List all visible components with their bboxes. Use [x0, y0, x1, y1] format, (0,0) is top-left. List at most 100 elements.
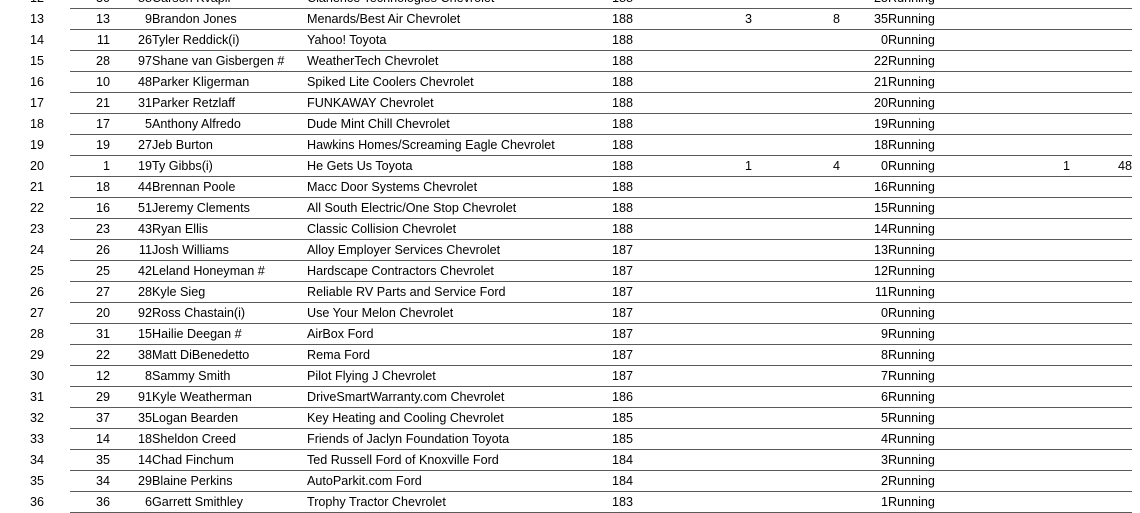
stage-1-points — [994, 428, 1070, 450]
table-row[interactable]: 25 25 42 Leland Honeyman # Hardscape Contrac… — [0, 260, 1140, 282]
table-row[interactable]: 21 18 44 Brennan Poole Macc Door Systems Che… — [0, 176, 1140, 198]
row-gutter — [44, 492, 70, 513]
led-most-laps — [752, 323, 840, 345]
stage-2-points — [1070, 29, 1132, 51]
driver-name: Josh Williams — [152, 239, 307, 261]
car-number: 27 — [110, 134, 152, 156]
table-row[interactable]: 16 10 48 Parker Kligerman Spiked Lite Cooler… — [0, 71, 1140, 93]
led-most-laps — [752, 407, 840, 429]
row-tail — [1132, 429, 1140, 450]
table-row[interactable]: 33 14 18 Sheldon Creed Friends of Jaclyn Fou… — [0, 428, 1140, 450]
led-most-laps — [752, 491, 840, 513]
table-row[interactable]: 12 3088Carson KvapilClarience Technologie… — [0, 0, 1140, 9]
points: 22 — [840, 50, 888, 72]
start-position: 28 — [70, 50, 110, 72]
car-status: Running — [888, 134, 994, 156]
table-row[interactable]: 20 1 19 Ty Gibbs(i) He Gets Us Toyota 188 1 4 0 R… — [0, 155, 1140, 177]
points: 0 — [840, 29, 888, 51]
table-row[interactable]: 23 23 43 Ryan Ellis Classic Collision Chevro… — [0, 218, 1140, 240]
stage-2-points: 48 — [1070, 155, 1132, 177]
table-row[interactable]: 18 17 5 Anthony Alfredo Dude Mint Chill Chev… — [0, 113, 1140, 135]
points: 9 — [840, 323, 888, 345]
table-row[interactable]: 26 27 28 Kyle Sieg Reliable RV Parts and Ser… — [0, 281, 1140, 303]
start-position: 1 — [70, 155, 110, 177]
stage-2-points — [1070, 491, 1132, 513]
driver-name: Chad Finchum — [152, 449, 307, 471]
table-row[interactable]: 30 12 8 Sammy Smith Pilot Flying J Chevrolet… — [0, 365, 1140, 387]
car-number: 43 — [110, 218, 152, 240]
team-sponsor: Menards/Best Air Chevrolet — [307, 8, 612, 30]
points: 21 — [840, 71, 888, 93]
laps-led — [662, 197, 752, 219]
table-row[interactable]: 28 31 15 Hailie Deegan # AirBox Ford 187 9 Runn… — [0, 323, 1140, 345]
car-number: 35 — [110, 407, 152, 429]
row-gutter — [44, 471, 70, 492]
car-number: 97 — [110, 50, 152, 72]
stage-1-points — [994, 260, 1070, 282]
row-gutter — [44, 240, 70, 261]
table-row[interactable]: 24 26 11 Josh Williams Alloy Employer Servic… — [0, 239, 1140, 261]
team-sponsor: Trophy Tractor Chevrolet — [307, 491, 612, 513]
table-row[interactable]: 22 16 51 Jeremy Clements All South Electric/… — [0, 197, 1140, 219]
start-position: 19 — [70, 134, 110, 156]
led-most-laps — [752, 29, 840, 51]
points: 18 — [840, 134, 888, 156]
table-row[interactable]: 17 21 31 Parker Retzlaff FUNKAWAY Chevrolet 1… — [0, 92, 1140, 114]
stage-2-points — [1070, 92, 1132, 114]
finish-position: 19 — [29, 138, 44, 152]
driver-name: Leland Honeyman # — [152, 260, 307, 282]
stage-1-points — [994, 281, 1070, 303]
table-row[interactable]: 35 34 29 Blaine Perkins AutoParkit.com Ford 1… — [0, 470, 1140, 492]
row-tail — [1132, 198, 1140, 219]
table-row[interactable]: 29 22 38 Matt DiBenedetto Rema Ford 187 8 Runni… — [0, 344, 1140, 366]
row-gutter — [44, 135, 70, 156]
table-row[interactable]: 36 36 6 Garrett Smithley Trophy Tractor Chev… — [0, 491, 1140, 513]
laps-led: 3 — [662, 8, 752, 30]
points: 25 — [840, 0, 888, 9]
led-most-laps — [752, 281, 840, 303]
finish-position: 33 — [29, 432, 44, 446]
team-sponsor: DriveSmartWarranty.com Chevrolet — [307, 386, 612, 408]
row-gutter — [44, 9, 70, 30]
laps-completed: 188 — [612, 29, 662, 51]
row-tail — [1132, 345, 1140, 366]
laps-completed: 185 — [612, 428, 662, 450]
row-tail — [1132, 9, 1140, 30]
finish-position: 16 — [29, 75, 44, 89]
points: 19 — [840, 113, 888, 135]
finish-position: 21 — [29, 180, 44, 194]
finish-position: 14 — [29, 33, 44, 47]
laps-completed: 187 — [612, 239, 662, 261]
car-number: 14 — [110, 449, 152, 471]
team-sponsor: WeatherTech Chevrolet — [307, 50, 612, 72]
row-gutter — [44, 345, 70, 366]
finish-position: 15 — [29, 54, 44, 68]
driver-name: Ty Gibbs(i) — [152, 155, 307, 177]
row-tail — [1132, 240, 1140, 261]
table-row[interactable]: 19 19 27 Jeb Burton Hawkins Homes/Screaming … — [0, 134, 1140, 156]
finish-position: 29 — [29, 348, 44, 362]
start-position: 36 — [70, 491, 110, 513]
stage-1-points — [994, 113, 1070, 135]
finish-position: 30 — [29, 369, 44, 383]
car-status: Running — [888, 344, 994, 366]
start-position: 16 — [70, 197, 110, 219]
table-row[interactable]: 31 29 91 Kyle Weatherman DriveSmartWarranty.… — [0, 386, 1140, 408]
laps-led: 1 — [662, 155, 752, 177]
team-sponsor: AutoParkit.com Ford — [307, 470, 612, 492]
team-sponsor: Hardscape Contractors Chevrolet — [307, 260, 612, 282]
row-gutter — [44, 72, 70, 93]
led-most-laps — [752, 197, 840, 219]
table-row[interactable]: 34 35 14 Chad Finchum Ted Russell Ford of Kn… — [0, 449, 1140, 471]
row-gutter — [44, 429, 70, 450]
driver-name: Hailie Deegan # — [152, 323, 307, 345]
car-status: Running — [888, 302, 994, 324]
table-row[interactable]: 15 28 97 Shane van Gisbergen # WeatherTech C… — [0, 50, 1140, 72]
laps-completed: 188 — [612, 71, 662, 93]
table-row[interactable]: 27 20 92 Ross Chastain(i) Use Your Melon Che… — [0, 302, 1140, 324]
table-row[interactable]: 14 11 26 Tyler Reddick(i) Yahoo! Toyota 188 0 R… — [0, 29, 1140, 51]
table-row[interactable]: 32 37 35 Logan Bearden Key Heating and Cooli… — [0, 407, 1140, 429]
table-row[interactable]: 13 13 9 Brandon Jones Menards/Best Air Chevr… — [0, 8, 1140, 30]
laps-led — [662, 428, 752, 450]
led-most-laps — [752, 344, 840, 366]
